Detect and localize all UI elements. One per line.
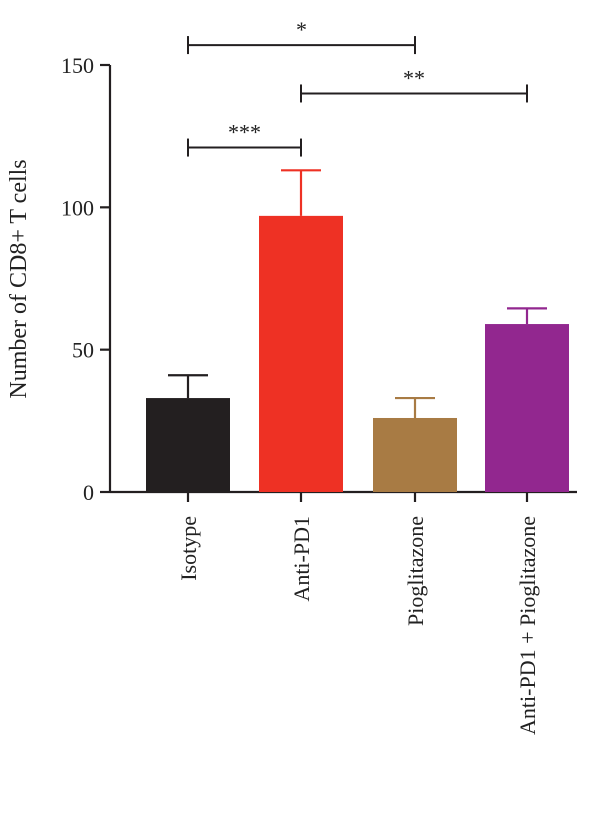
x-tick-label: Pioglitazone	[403, 516, 428, 626]
x-tick-label: Anti-PD1 + Pioglitazone	[515, 516, 540, 735]
y-tick-label: 150	[61, 53, 94, 78]
y-tick-label: 50	[72, 338, 94, 363]
significance-brackets: ******	[187, 17, 528, 157]
bar	[146, 398, 230, 492]
x-tick-label: Anti-PD1	[289, 516, 314, 602]
bar	[259, 215, 343, 492]
y-tick-label: 100	[61, 195, 94, 220]
x-tick-label: Isotype	[176, 516, 201, 581]
significance-label: **	[403, 65, 425, 90]
axes: 0 50 100 150 Isotype Anti-PD1 Pioglitazone Anti…	[61, 53, 577, 735]
bar	[485, 324, 569, 492]
bars	[146, 169, 569, 492]
y-tick-label: 0	[83, 480, 94, 505]
significance-label: ***	[228, 120, 261, 145]
bar	[373, 417, 457, 492]
significance-label: *	[296, 17, 307, 42]
y-axis-title: Number of CD8+ T cells	[6, 159, 32, 398]
